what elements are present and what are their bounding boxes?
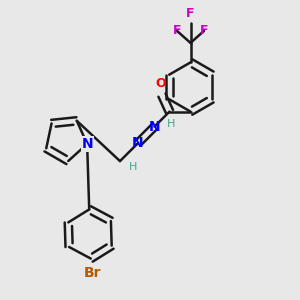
Text: F: F [173,24,181,38]
Text: N: N [81,137,93,151]
Text: F: F [186,8,195,20]
Text: O: O [155,77,166,90]
Text: H: H [129,162,137,172]
Text: N: N [132,136,144,150]
Text: F: F [200,24,208,38]
Text: Br: Br [83,266,101,280]
Text: H: H [167,118,175,129]
Text: N: N [149,120,160,134]
